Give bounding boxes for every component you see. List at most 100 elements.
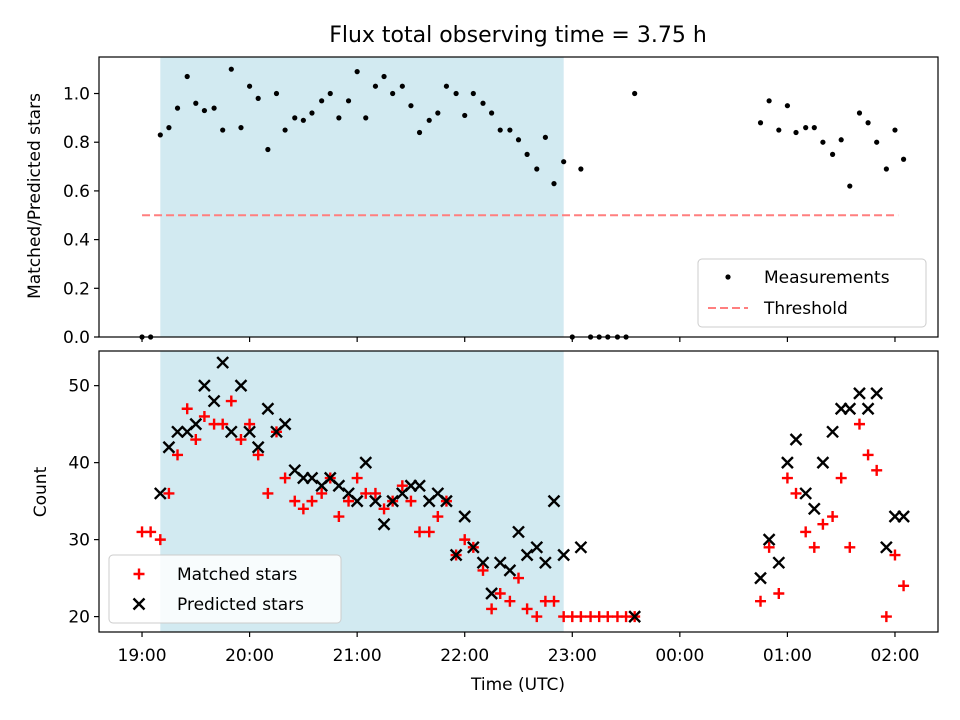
- top-y-tick-label: 0.0: [63, 328, 90, 348]
- measurement-point: [220, 127, 226, 133]
- predicted-star-point: [772, 556, 786, 570]
- top-axes-frame: [98, 56, 939, 338]
- measurement-point: [193, 100, 199, 106]
- predicted-star-point: [466, 540, 480, 554]
- matched-star-point: [423, 526, 435, 538]
- predicted-star-point: [799, 487, 813, 500]
- predicted-star-point: [557, 548, 571, 562]
- matched-star-point: [575, 611, 587, 623]
- matched-star-point: [316, 487, 328, 499]
- predicted-star-point: [207, 394, 221, 408]
- predicted-star-point: [530, 540, 544, 554]
- matched-star-point: [531, 611, 543, 623]
- predicted-star-point: [440, 494, 453, 508]
- bottom-y-tick-label: 30: [68, 531, 90, 551]
- predicted-star-point: [369, 494, 382, 508]
- measurement-point: [184, 73, 190, 80]
- predicted-star-point: [762, 533, 776, 546]
- matched-star-point: [800, 526, 812, 538]
- predicted-star-point: [261, 402, 275, 416]
- measurement-point: [174, 105, 181, 111]
- matched-star-point: [871, 464, 883, 476]
- x-tick-label: 00:00: [655, 646, 704, 666]
- matched-star-point: [835, 472, 847, 484]
- measurement-point: [551, 181, 557, 187]
- matched-star-point: [181, 403, 193, 415]
- measurement-point: [480, 100, 486, 106]
- matched-star-point: [405, 495, 417, 507]
- measurement-point: [211, 105, 217, 111]
- measurement-point: [255, 95, 261, 101]
- predicted-star-point: [853, 386, 866, 400]
- measurement-point: [793, 129, 799, 136]
- matched-star-point: [163, 487, 175, 499]
- matched-star-point: [252, 449, 264, 461]
- matched-star-point: [548, 595, 560, 607]
- matched-star-point: [306, 495, 318, 507]
- top-y-axis-label: Matched/Predicted stars: [25, 93, 45, 299]
- figure-title: Flux total observing time = 3.75 h: [329, 23, 707, 48]
- matched-star-point: [817, 518, 829, 530]
- matched-star-point: [521, 603, 533, 615]
- measurement-point: [838, 137, 844, 143]
- matched-star-point: [333, 511, 345, 523]
- matched-star-point: [808, 541, 820, 553]
- measurement-point: [336, 115, 342, 121]
- top-y-tick-label: 1.0: [63, 85, 90, 105]
- matched-star-point: [360, 487, 372, 499]
- measurement-point: [327, 90, 333, 97]
- matched-star-point: [279, 472, 291, 484]
- measurement-point: [534, 166, 540, 172]
- measurement-point: [292, 115, 298, 121]
- matched-star-point: [763, 541, 775, 553]
- predicted-star-point: [781, 456, 794, 469]
- measurement-point: [201, 107, 208, 114]
- predicted-star-point: [278, 417, 292, 431]
- matched-star-point: [513, 572, 524, 584]
- predicted-star-point: [574, 540, 588, 554]
- measurement-point: [865, 120, 871, 126]
- measurement-point: [811, 125, 817, 131]
- matched-star-point: [244, 418, 256, 430]
- measurement-point: [390, 90, 396, 97]
- predicted-star-point: [897, 510, 910, 523]
- legend-measurement-marker: [725, 274, 731, 280]
- measurement-point: [803, 125, 809, 131]
- matched-star-point: [351, 472, 363, 484]
- measurement-point: [408, 103, 414, 109]
- x-tick-label: 23:00: [548, 646, 597, 666]
- predicted-star-point: [332, 479, 346, 493]
- predicted-star-point: [861, 402, 875, 416]
- top-y-tick-label: 0.6: [63, 182, 90, 202]
- predicted-star-point: [234, 379, 248, 392]
- top-series-1: [139, 66, 907, 340]
- x-tick-label: 22:00: [440, 646, 489, 666]
- predicted-star-point: [754, 571, 767, 585]
- top-legend: Measurements Threshold: [697, 258, 927, 328]
- matched-star-point: [880, 611, 892, 623]
- matched-star-point: [432, 511, 444, 523]
- predicted-star-point: [547, 494, 561, 508]
- x-axis-label: Time (UTC): [470, 675, 565, 695]
- matched-star-point: [396, 480, 408, 492]
- measurement-point: [847, 183, 853, 189]
- measurement-point: [766, 98, 772, 104]
- matched-star-point: [853, 418, 865, 430]
- measurement-point: [900, 156, 907, 162]
- measurement-point: [354, 69, 360, 75]
- matched-star-point: [225, 395, 237, 407]
- bottom-y-axis-label: Count: [31, 466, 51, 517]
- matched-star-point: [504, 595, 516, 607]
- predicted-star-point: [243, 425, 256, 439]
- matched-star-point: [486, 603, 498, 615]
- measurement-point: [265, 146, 271, 153]
- matched-star-point: [602, 611, 614, 623]
- top-panel: Matched/Predicted stars 0.0 0.2 0.4 0.6 0.8 1…: [25, 56, 939, 348]
- predicted-star-point: [305, 471, 319, 485]
- bottom-axes-frame: [98, 350, 939, 633]
- measurement-point: [319, 98, 325, 104]
- legend-label-matched: Matched stars: [177, 565, 297, 585]
- predicted-star-point: [458, 510, 472, 523]
- measurement-point: [757, 120, 764, 126]
- bottom-panel: Count Time (UTC) 20 30 40 50 19:00 20:00 21:00…: [31, 350, 939, 695]
